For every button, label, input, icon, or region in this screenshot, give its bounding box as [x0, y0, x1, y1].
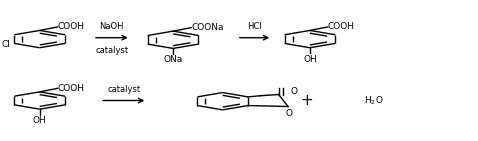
- Text: ONa: ONa: [163, 55, 183, 64]
- Text: COOH: COOH: [58, 22, 85, 31]
- Text: Cl: Cl: [2, 40, 11, 49]
- Text: COONa: COONa: [191, 23, 224, 32]
- Text: O: O: [286, 109, 293, 118]
- Text: catalyst: catalyst: [107, 85, 140, 93]
- Text: COOH: COOH: [58, 84, 85, 93]
- Text: NaOH: NaOH: [99, 22, 124, 31]
- Text: O: O: [291, 87, 297, 96]
- Text: H$_2$O: H$_2$O: [364, 94, 383, 107]
- Text: COOH: COOH: [328, 22, 355, 31]
- Text: HCl: HCl: [247, 22, 262, 31]
- Text: OH: OH: [303, 55, 317, 64]
- Text: +: +: [300, 93, 313, 108]
- Text: OH: OH: [33, 116, 46, 125]
- Text: catalyst: catalyst: [95, 46, 129, 55]
